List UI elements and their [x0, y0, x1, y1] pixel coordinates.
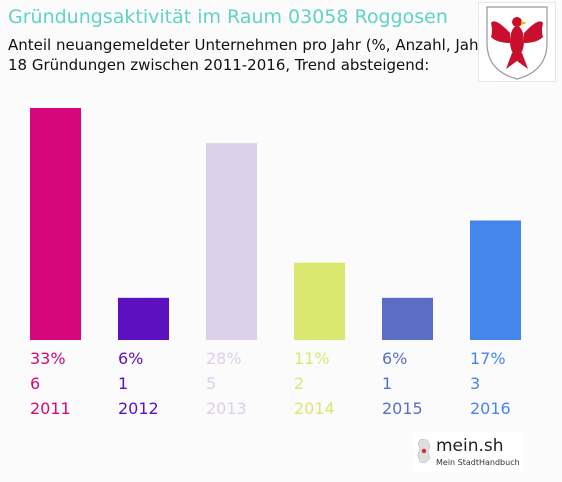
bar-2016	[470, 220, 521, 340]
bar-2015	[382, 297, 433, 340]
year-label-2012: 2012	[118, 399, 159, 418]
bar-2013	[206, 143, 257, 340]
eagle-coat-of-arms-icon	[486, 6, 548, 80]
count-label-2011: 6	[30, 374, 40, 393]
mein-sh-logo: mein.sh Mein StadtHandbuch	[414, 432, 522, 472]
year-label-2015: 2015	[382, 399, 423, 418]
percent-label-2012: 6%	[118, 349, 143, 368]
percent-label-2016: 17%	[470, 349, 506, 368]
year-label-2014: 2014	[294, 399, 335, 418]
germany-map-icon	[417, 438, 431, 464]
count-label-2014: 2	[294, 374, 304, 393]
year-label-2016: 2016	[470, 399, 511, 418]
percent-label-2015: 6%	[382, 349, 407, 368]
bar-2014	[294, 262, 345, 340]
location-dot-icon	[421, 448, 427, 454]
chart-subtitle-line-2: 18 Gründungen zwischen 2011-2016, Trend …	[8, 56, 430, 74]
chart-title: Gründungsaktivität im Raum 03058 Roggose…	[8, 6, 448, 28]
percent-label-2014: 11%	[294, 349, 330, 368]
count-label-2012: 1	[118, 374, 128, 393]
count-label-2013: 5	[206, 374, 216, 393]
percent-label-2013: 28%	[206, 349, 242, 368]
count-label-2015: 1	[382, 374, 392, 393]
coat-of-arms	[478, 2, 556, 82]
percent-label-2011: 33%	[30, 349, 66, 368]
year-label-2013: 2013	[206, 399, 247, 418]
count-label-2016: 3	[470, 374, 480, 393]
year-label-2011: 2011	[30, 399, 71, 418]
logo-name: mein.sh	[436, 436, 504, 456]
logo-tagline: Mein StadtHandbuch	[436, 458, 520, 467]
bar-2012	[118, 297, 169, 340]
bar-2011	[30, 108, 81, 340]
chart-subtitle-line-1: Anteil neuangemeldeter Unternehmen pro J…	[8, 36, 491, 54]
